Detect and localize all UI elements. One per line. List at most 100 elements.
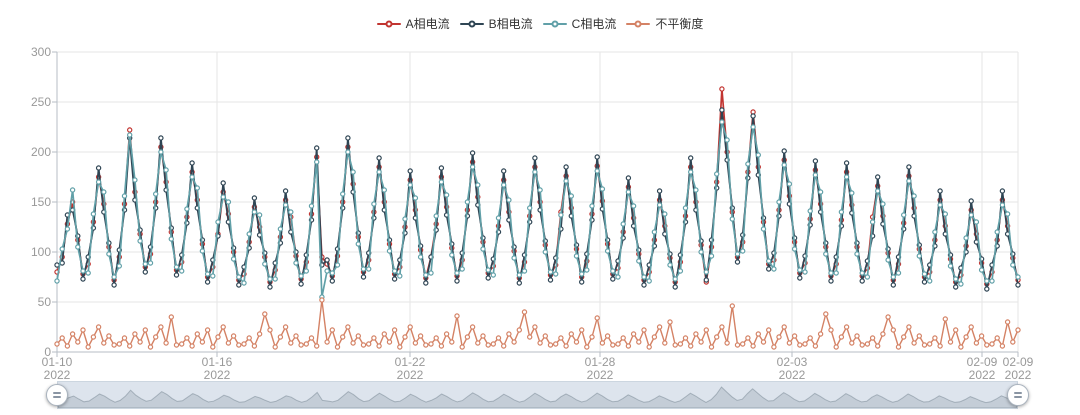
data-point-marker bbox=[158, 149, 164, 155]
data-point-marker bbox=[911, 193, 917, 199]
data-point-marker bbox=[953, 327, 959, 333]
legend-item-imbalance[interactable]: 不平衡度 bbox=[626, 14, 703, 34]
data-point-marker bbox=[111, 282, 117, 288]
data-point-marker bbox=[672, 284, 678, 290]
data-point-marker bbox=[942, 211, 949, 217]
data-point-marker bbox=[267, 284, 273, 290]
data-point-marker bbox=[989, 341, 995, 347]
data-point-marker bbox=[397, 344, 403, 350]
data-point-marker bbox=[963, 235, 969, 241]
data-point-marker bbox=[220, 324, 226, 330]
data-point-marker bbox=[516, 272, 523, 278]
data-point-marker bbox=[386, 248, 393, 254]
data-point-marker bbox=[521, 268, 528, 274]
data-point-marker bbox=[532, 155, 538, 161]
data-point-marker bbox=[937, 202, 943, 208]
data-point-marker bbox=[469, 164, 476, 170]
data-point-marker bbox=[532, 169, 538, 175]
data-point-marker bbox=[688, 169, 694, 175]
data-point-marker bbox=[630, 331, 637, 337]
data-point-marker bbox=[475, 182, 481, 188]
data-point-marker bbox=[511, 339, 517, 345]
data-point-marker bbox=[599, 186, 606, 192]
data-point-marker bbox=[553, 341, 559, 347]
data-point-marker bbox=[563, 164, 569, 170]
data-point-marker bbox=[106, 333, 112, 339]
data-point-marker bbox=[101, 189, 107, 195]
legend-item-phase-c[interactable]: C相电流 bbox=[542, 14, 617, 34]
data-point-marker bbox=[366, 266, 372, 272]
data-point-marker bbox=[106, 251, 112, 257]
datazoom-left-handle[interactable] bbox=[46, 384, 68, 406]
line-circle-icon bbox=[459, 20, 484, 28]
data-point-marker bbox=[989, 278, 995, 284]
data-point-marker bbox=[968, 198, 974, 204]
data-point-marker bbox=[340, 334, 346, 340]
data-point-marker bbox=[625, 175, 632, 181]
data-point-marker bbox=[204, 271, 211, 277]
datazoom-right-handle[interactable] bbox=[1007, 384, 1029, 406]
data-point-marker bbox=[563, 178, 569, 184]
data-point-marker bbox=[942, 316, 949, 322]
x-axis-label: 01-10 2022 bbox=[41, 355, 73, 382]
data-point-marker bbox=[178, 268, 185, 274]
data-point-marker bbox=[734, 342, 741, 348]
data-point-marker bbox=[204, 327, 211, 333]
legend-item-phase-a[interactable]: A相电流 bbox=[376, 14, 450, 34]
data-point-marker bbox=[241, 341, 247, 347]
data-point-marker bbox=[423, 280, 429, 286]
data-point-marker bbox=[755, 152, 762, 158]
data-point-marker bbox=[620, 221, 626, 227]
data-point-marker bbox=[345, 324, 351, 330]
legend-label: C相电流 bbox=[571, 17, 617, 31]
data-point-marker bbox=[994, 229, 1000, 235]
datazoom-slider[interactable] bbox=[57, 381, 1018, 409]
data-point-marker bbox=[236, 282, 242, 288]
data-point-marker bbox=[376, 169, 382, 175]
data-point-marker bbox=[672, 276, 678, 282]
data-point-marker bbox=[308, 335, 315, 341]
data-point-marker bbox=[262, 261, 268, 267]
data-point-marker bbox=[501, 343, 507, 349]
data-point-marker bbox=[1015, 282, 1021, 288]
data-point-marker bbox=[963, 334, 969, 340]
data-point-marker bbox=[126, 127, 133, 133]
data-point-marker bbox=[901, 334, 907, 340]
data-point-marker bbox=[95, 165, 102, 171]
data-point-marker bbox=[417, 333, 424, 339]
data-point-marker bbox=[490, 272, 496, 278]
data-point-marker bbox=[937, 188, 943, 194]
data-point-marker bbox=[958, 344, 964, 350]
data-point-marker bbox=[947, 339, 954, 345]
data-point-marker bbox=[594, 315, 600, 321]
data-point-marker bbox=[662, 211, 668, 217]
data-point-marker bbox=[568, 193, 575, 199]
data-point-marker bbox=[485, 342, 491, 348]
data-point-marker bbox=[901, 212, 907, 218]
data-point-marker bbox=[277, 226, 284, 232]
data-point-marker bbox=[272, 344, 278, 350]
data-point-marker bbox=[282, 202, 289, 208]
data-point-marker bbox=[360, 274, 367, 280]
data-point-marker bbox=[745, 335, 751, 341]
data-point-marker bbox=[776, 334, 782, 340]
data-point-marker bbox=[69, 187, 76, 193]
data-point-marker bbox=[677, 268, 684, 274]
data-point-marker bbox=[516, 280, 523, 286]
data-point-marker bbox=[454, 278, 460, 284]
legend-item-phase-b[interactable]: B相电流 bbox=[459, 14, 533, 34]
data-point-marker bbox=[376, 155, 382, 161]
data-point-marker bbox=[693, 187, 699, 193]
data-point-marker bbox=[630, 203, 637, 209]
data-point-marker bbox=[921, 279, 928, 285]
y-axis-label: 200 bbox=[30, 145, 51, 159]
data-point-marker bbox=[927, 278, 933, 284]
data-point-marker bbox=[355, 333, 361, 339]
data-point-marker bbox=[101, 340, 107, 346]
data-point-marker bbox=[220, 180, 226, 186]
data-point-marker bbox=[927, 341, 933, 347]
data-point-marker bbox=[402, 216, 408, 222]
data-point-marker bbox=[869, 219, 876, 225]
data-point-marker bbox=[838, 209, 845, 215]
